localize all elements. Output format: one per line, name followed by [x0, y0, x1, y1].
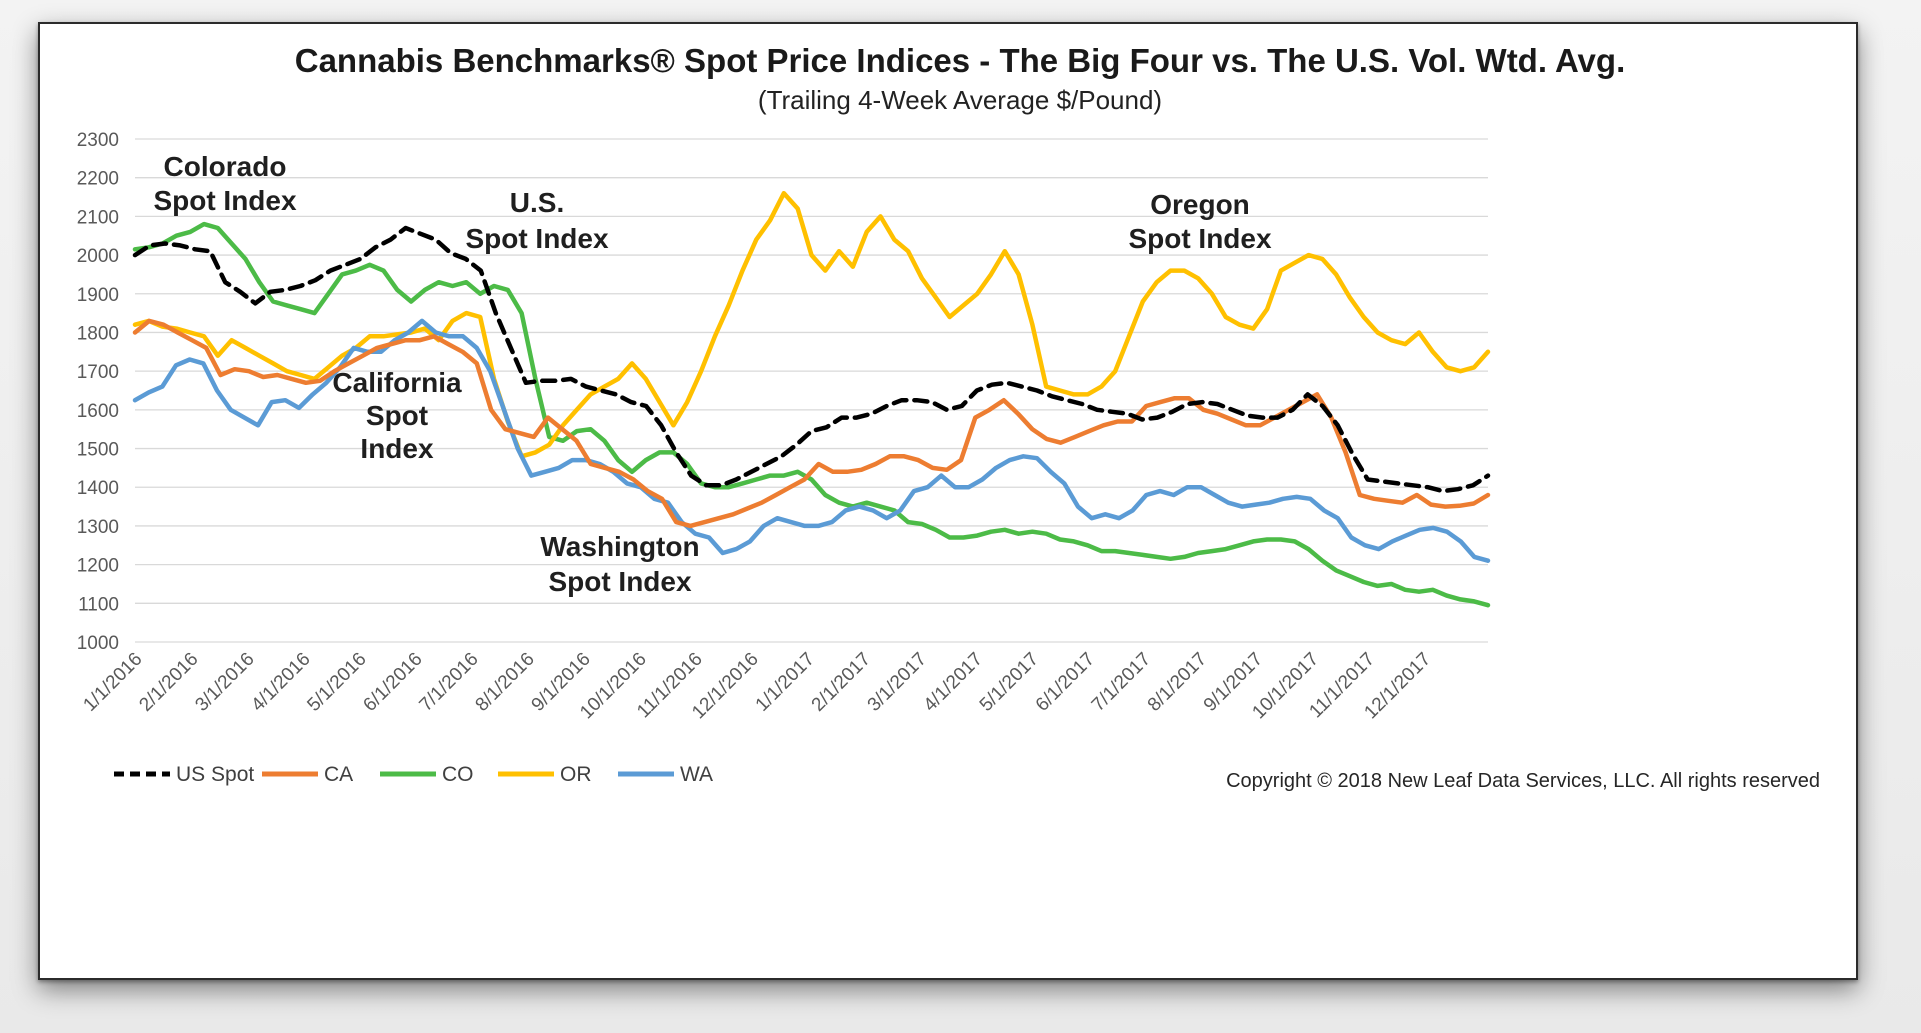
x-tick-label: 7/1/2017: [1088, 649, 1155, 716]
y-tick-label: 1900: [77, 285, 119, 306]
legend: US Spot CA CO OR WA: [114, 763, 713, 786]
annotation-label: Spot: [366, 400, 428, 431]
annotation-label: Washington: [540, 531, 699, 562]
series-line-wa: [132, 318, 1491, 563]
y-tick-label: 2000: [77, 246, 119, 267]
chart-frame: Cannabis Benchmarks® Spot Price Indices …: [38, 22, 1858, 980]
y-tick-label: 1600: [77, 401, 119, 422]
x-tick-label: 4/1/2017: [920, 649, 987, 716]
x-tick-label: 6/1/2017: [1032, 649, 1099, 716]
chart-title: Cannabis Benchmarks® Spot Price Indices …: [295, 42, 1626, 79]
chart-subtitle: (Trailing 4-Week Average $/Pound): [758, 85, 1162, 115]
y-tick-label: 1800: [77, 323, 119, 344]
legend-label-us-spot: US Spot: [176, 763, 254, 786]
y-tick-label: 1000: [77, 633, 119, 654]
x-tick-label: 5/1/2017: [976, 649, 1043, 716]
series-line-us-spot: [132, 225, 1491, 494]
series-lines: [132, 190, 1491, 608]
x-tick-label: 3/1/2017: [864, 649, 931, 716]
annotation-label: Spot Index: [548, 566, 692, 597]
legend-label-co: CO: [442, 763, 474, 786]
annotation-label: Spot Index: [1128, 223, 1272, 254]
series-line-or: [132, 190, 1491, 459]
y-axis-ticks: 1000 1100 1200 1300 1400 1500 1600 1700 1800 1900…: [77, 130, 119, 654]
x-tick-label: 8/1/2016: [472, 649, 539, 716]
y-tick-label: 2200: [77, 169, 119, 190]
annotation-label: U.S.: [510, 187, 564, 218]
y-tick-label: 1200: [77, 556, 119, 577]
x-tick-label: 2/1/2016: [135, 649, 202, 716]
x-tick-label: 4/1/2016: [247, 649, 314, 716]
y-tick-label: 1400: [77, 478, 119, 499]
x-tick-label: 8/1/2017: [1144, 649, 1211, 716]
x-tick-label: 7/1/2016: [416, 649, 483, 716]
x-tick-label: 6/1/2016: [360, 649, 427, 716]
series-line-co: [132, 221, 1491, 608]
y-tick-label: 1300: [77, 517, 119, 538]
x-tick-label: 2/1/2017: [808, 649, 875, 716]
series-line-ca: [132, 318, 1491, 529]
x-tick-label: 1/1/2016: [79, 649, 146, 716]
annotation-label: Index: [360, 433, 434, 464]
copyright-text: Copyright © 2018 New Leaf Data Services,…: [1226, 770, 1820, 792]
y-tick-label: 1700: [77, 362, 119, 383]
legend-label-or: OR: [560, 763, 592, 786]
gridlines: [135, 138, 1488, 643]
chart-svg: Cannabis Benchmarks® Spot Price Indices …: [77, 42, 1820, 792]
y-tick-label: 1500: [77, 440, 119, 461]
y-tick-label: 2300: [77, 130, 119, 151]
annotation-label: Spot Index: [153, 185, 297, 216]
x-axis-ticks: 1/1/20162/1/20163/1/20164/1/20165/1/2016…: [79, 649, 1435, 724]
annotation-label: California: [332, 367, 462, 398]
x-tick-label: 5/1/2016: [303, 649, 370, 716]
annotation-label: Oregon: [1150, 189, 1250, 220]
y-tick-label: 1100: [78, 594, 119, 615]
annotation-label: Spot Index: [465, 223, 609, 254]
x-tick-label: 1/1/2017: [752, 649, 819, 716]
legend-label-ca: CA: [324, 763, 353, 786]
y-tick-label: 2100: [77, 207, 119, 228]
annotation-label: Colorado: [164, 151, 287, 182]
x-tick-label: 3/1/2016: [191, 649, 258, 716]
legend-label-wa: WA: [680, 763, 713, 786]
